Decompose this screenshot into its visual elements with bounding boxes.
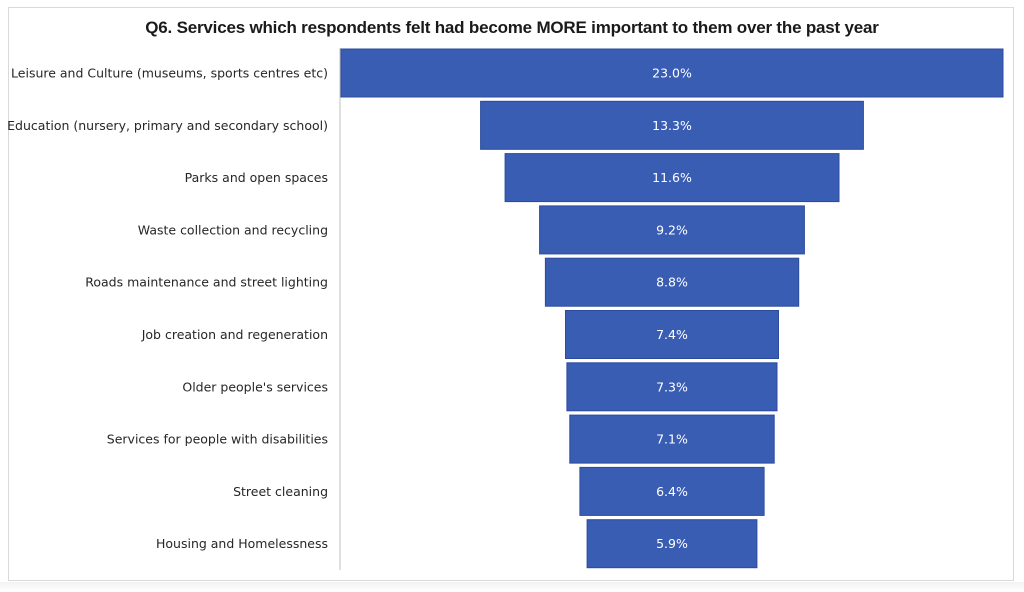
data-label: 23.0% [652,66,692,81]
bar [579,466,765,516]
bars [340,48,1004,569]
frame-shadow [0,582,1024,592]
data-label: 8.8% [656,275,688,290]
data-label: 9.2% [656,222,688,237]
data-label: 7.4% [656,327,688,342]
data-label: 5.9% [656,536,688,551]
bar [569,414,775,464]
category-label: Street cleaning [233,484,328,499]
data-label: 13.3% [652,118,692,133]
category-label: Housing and Homelessness [156,536,328,551]
category-label: Older people's services [182,379,328,394]
bar [340,48,1004,98]
category-labels: Leisure and Culture (museums, sports cen… [7,66,328,552]
bar [566,362,778,412]
category-label: Services for people with disabilities [107,432,328,447]
bar [504,153,840,203]
category-label: Roads maintenance and street lighting [85,275,328,290]
bar [586,519,758,569]
category-label: Waste collection and recycling [138,222,328,237]
data-label: 11.6% [652,170,692,185]
bar [539,205,805,255]
category-label: Parks and open spaces [185,170,328,185]
bar [544,257,800,307]
bar [565,310,779,359]
data-label: 7.3% [656,379,688,394]
bar [480,100,864,150]
data-label: 6.4% [656,484,688,499]
chart-title: Q6. Services which respondents felt had … [145,18,879,37]
category-label: Leisure and Culture (museums, sports cen… [11,66,328,81]
data-label: 7.1% [656,432,688,447]
data-labels: 23.0% 13.3% 11.6% 9.2% 8.8% 7.4% 7.3% 7.1% 6.4% 5… [652,66,692,552]
category-label: Education (nursery, primary and secondar… [7,118,328,133]
category-label: Job creation and regeneration [141,327,328,342]
